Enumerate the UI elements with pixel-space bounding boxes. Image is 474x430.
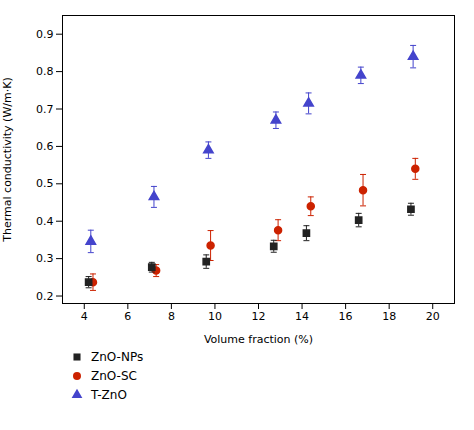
svg-text:0.8: 0.8 (36, 65, 54, 78)
svg-text:Thermal conductivity (W/m·K): Thermal conductivity (W/m·K) (1, 77, 14, 242)
svg-text:16: 16 (339, 310, 353, 323)
svg-text:0.6: 0.6 (36, 140, 54, 153)
svg-text:0.9: 0.9 (36, 28, 54, 41)
svg-text:Volume fraction (%): Volume fraction (%) (204, 333, 313, 346)
svg-text:12: 12 (252, 310, 266, 323)
svg-text:10: 10 (208, 310, 222, 323)
svg-text:20: 20 (426, 310, 440, 323)
svg-text:0.5: 0.5 (36, 177, 54, 190)
svg-text:8: 8 (168, 310, 175, 323)
html-text:ZnO-NPs: ZnO-NPs (91, 349, 144, 364)
svg-text:0.3: 0.3 (36, 252, 54, 265)
svg-text:0.7: 0.7 (36, 103, 54, 116)
svg-text:14: 14 (295, 310, 309, 323)
svg-text:4: 4 (81, 310, 88, 323)
svg-text:0.2: 0.2 (36, 290, 54, 303)
html-text:ZnO-SC: ZnO-SC (91, 368, 137, 383)
svg-text:6: 6 (124, 310, 131, 323)
svg-text:18: 18 (382, 310, 396, 323)
html-text:T-ZnO: T-ZnO (91, 387, 127, 402)
svg-text:0.4: 0.4 (36, 215, 54, 228)
